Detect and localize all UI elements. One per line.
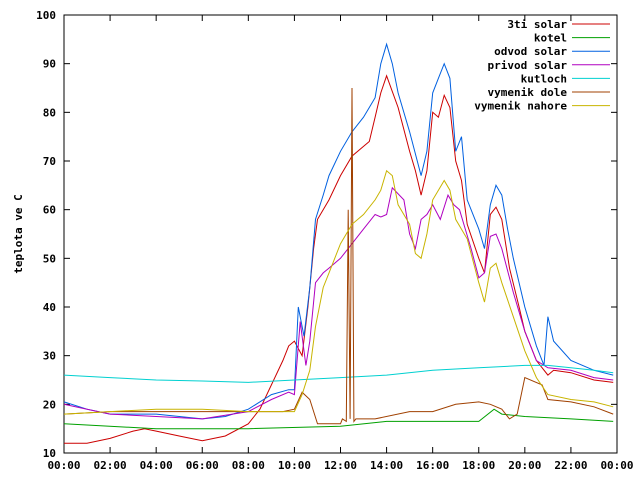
x-tick-label: 22:00 <box>554 459 587 472</box>
series-line-vymenik-dole <box>63 87 614 425</box>
y-tick-label: 40 <box>43 301 56 314</box>
y-tick-label: 50 <box>43 252 56 265</box>
y-tick-label: 80 <box>43 106 56 119</box>
series-line-3ti-solar <box>64 74 614 444</box>
y-tick-label: 30 <box>43 350 56 363</box>
y-tick-label: 70 <box>43 155 56 168</box>
y-axis-label: teplota ve C <box>12 194 25 273</box>
legend-label: privod solar <box>488 59 568 72</box>
x-tick-label: 18:00 <box>462 459 495 472</box>
x-tick-label: 02:00 <box>94 459 127 472</box>
x-tick-label: 10:00 <box>278 459 311 472</box>
x-tick-label: 20:00 <box>508 459 541 472</box>
y-tick-label: 60 <box>43 204 56 217</box>
legend-label: 3ti solar <box>507 18 567 31</box>
series-line-kotel <box>63 408 614 430</box>
series-line-odvod-solar <box>63 42 614 420</box>
y-tick-label: 20 <box>43 398 56 411</box>
x-tick-label: 06:00 <box>186 459 219 472</box>
series-line-kutloch <box>63 364 614 383</box>
x-tick-label: 04:00 <box>140 459 173 472</box>
y-tick-label: 90 <box>43 58 56 71</box>
x-tick-label: 14:00 <box>370 459 403 472</box>
legend-label: kutloch <box>521 72 567 85</box>
legend-label: vymenik dole <box>488 86 568 99</box>
legend-label: vymenik nahore <box>474 100 567 113</box>
series-line-vymenik-nahore <box>63 169 614 415</box>
x-axis-ticks: 00:00 02:00 04:00 06:00 08:00 10:00 12:00 14:00… <box>47 15 634 472</box>
x-tick-label: 00:00 <box>600 459 633 472</box>
y-tick-label: 10 <box>43 447 56 460</box>
x-tick-label: 12:00 <box>324 459 357 472</box>
y-axis-ticks: 10 20 30 40 50 60 70 80 90 100 <box>36 9 617 460</box>
series-line-privod-solar <box>63 186 614 420</box>
series-lines <box>63 42 614 444</box>
legend-label: odvod solar <box>494 45 567 58</box>
x-tick-label: 00:00 <box>47 459 80 472</box>
y-tick-label: 100 <box>36 9 56 22</box>
x-tick-label: 08:00 <box>232 459 265 472</box>
legend-label: kotel <box>534 32 567 45</box>
x-tick-label: 16:00 <box>416 459 449 472</box>
